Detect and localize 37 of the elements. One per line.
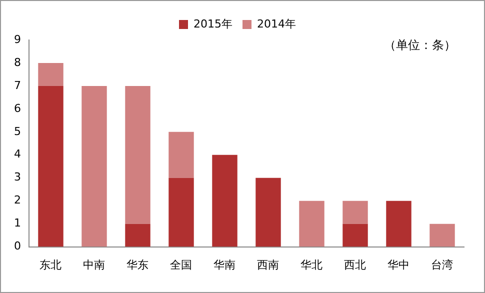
bar — [168, 178, 194, 247]
x-tick-label: 西北 — [344, 258, 366, 272]
y-tick-label: 2 — [14, 194, 21, 207]
x-tick-label: 西南 — [257, 258, 280, 272]
y-tick-label: 6 — [14, 102, 21, 115]
bar — [430, 224, 455, 247]
x-tick-label: 台湾 — [431, 258, 454, 272]
x-tick-label: 华东 — [126, 258, 149, 272]
annotation: （单位：条） — [384, 37, 456, 54]
bar — [82, 86, 107, 247]
y-tick-label: 9 — [14, 32, 21, 46]
x-tick-label: 华中 — [388, 258, 410, 272]
y-tick-label: 3 — [14, 170, 21, 184]
bar — [342, 200, 368, 224]
x-tick-label: 全国 — [170, 258, 192, 272]
bar — [256, 178, 281, 247]
bar — [386, 200, 412, 247]
legend-label: 2015年 — [194, 17, 233, 30]
bar — [212, 154, 238, 247]
bar — [168, 132, 194, 178]
x-tick-label: 华南 — [214, 258, 236, 272]
bar — [125, 224, 150, 247]
y-tick-label: 1 — [14, 216, 21, 230]
bar — [342, 224, 368, 247]
bar — [299, 200, 324, 247]
x-tick-label: 中南 — [83, 258, 106, 272]
bar — [125, 86, 150, 224]
y-tick-label: 4 — [14, 148, 21, 161]
y-tick-label: 8 — [14, 56, 21, 69]
bar — [38, 62, 64, 86]
x-tick-label: 华北 — [300, 258, 323, 272]
x-tick-label: 东北 — [40, 258, 62, 272]
y-tick-label: 0 — [14, 240, 21, 253]
bar — [38, 86, 64, 247]
y-tick-label: 7 — [14, 78, 21, 92]
y-tick-label: 5 — [14, 124, 21, 138]
legend-label: 2014年 — [257, 17, 296, 30]
